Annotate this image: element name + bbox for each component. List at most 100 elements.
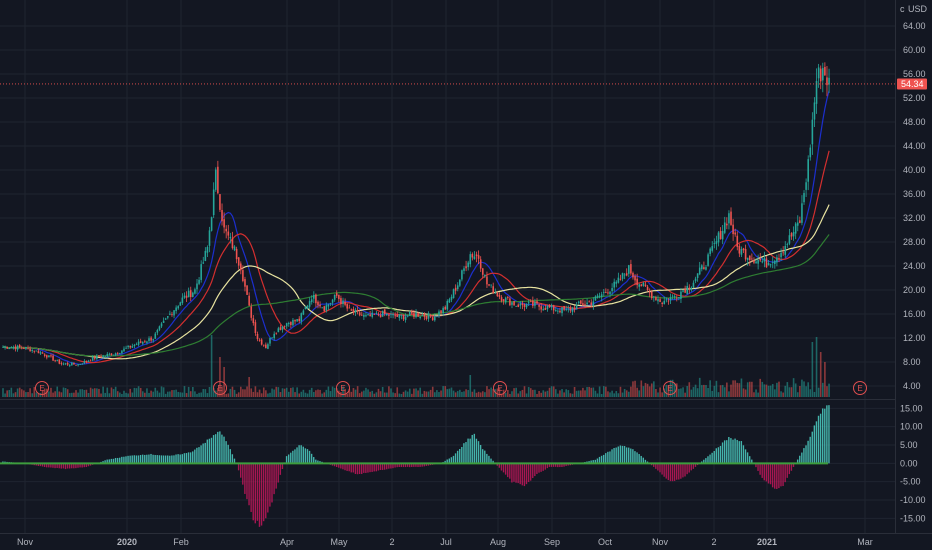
candle: [690, 286, 693, 292]
candle-body: [148, 338, 150, 341]
candle-body: [828, 77, 830, 85]
volume-bar: [600, 393, 603, 397]
osc-bar: [557, 463, 559, 468]
osc-bar: [826, 405, 828, 464]
candle: [127, 345, 129, 350]
osc-bar: [141, 454, 144, 464]
earnings-marker[interactable]: E: [853, 381, 867, 395]
earnings-marker[interactable]: E: [493, 381, 507, 395]
osc-bar: [166, 455, 169, 464]
osc-bar: [552, 463, 555, 467]
candle: [356, 306, 359, 315]
volume-bar: [108, 393, 111, 397]
earnings-marker[interactable]: E: [336, 381, 350, 395]
volume-bar: [185, 393, 188, 397]
osc-bar: [56, 463, 58, 468]
volume-bar: [454, 392, 457, 397]
osc-bar: [738, 441, 740, 464]
volume-bar: [548, 387, 551, 397]
earnings-marker[interactable]: E: [213, 381, 227, 395]
candle-body: [313, 295, 315, 299]
volume-bar: [150, 390, 152, 397]
volume-bar: [166, 391, 169, 397]
volume-bar: [667, 385, 670, 397]
price-candles[interactable]: [2, 62, 830, 368]
osc-bar: [642, 457, 645, 464]
candle: [538, 303, 540, 311]
osc-bar: [423, 463, 425, 467]
volume-bar: [198, 392, 200, 397]
volume-bar: [561, 389, 563, 397]
candle-body: [290, 321, 292, 326]
candle-body: [463, 268, 465, 271]
earnings-marker[interactable]: E: [35, 381, 49, 395]
volume-bar: [415, 388, 417, 397]
osc-bar: [767, 463, 770, 484]
osc-bar: [290, 452, 292, 464]
candle: [14, 344, 17, 352]
osc-bar: [119, 457, 121, 464]
candle-body: [792, 232, 795, 237]
candle-body: [114, 353, 117, 356]
osc-bar: [75, 463, 77, 469]
osc-bar: [492, 460, 494, 464]
candle-body: [8, 348, 11, 350]
candle: [732, 218, 734, 241]
osc-bar: [661, 463, 663, 475]
osc-bar: [484, 450, 486, 464]
candle: [292, 317, 294, 327]
volume-bar: [81, 389, 84, 397]
earnings-marker[interactable]: E: [663, 381, 677, 395]
candle: [87, 359, 90, 363]
volume-bar: [786, 382, 789, 397]
candle: [692, 280, 695, 289]
candle: [711, 241, 714, 253]
candle-body: [623, 274, 626, 276]
volume-bar: [419, 387, 421, 397]
candle: [765, 256, 768, 268]
candle: [778, 253, 780, 263]
volume-bar: [242, 389, 244, 397]
candle-body: [187, 290, 190, 298]
price-axis[interactable]: 4.008.0012.0016.0020.0024.0028.0032.0036…: [903, 21, 926, 391]
osc-bar: [755, 463, 757, 468]
volume-bar: [267, 393, 269, 397]
volume-bar: [632, 381, 634, 397]
candle-body: [588, 301, 590, 303]
osc-bar: [121, 456, 123, 464]
time-axis[interactable]: Nov 2020 Feb Apr May 2 Jul Aug Sep Oct Nov 2 2021 Mar: [17, 537, 873, 547]
candle: [688, 284, 691, 294]
candle-body: [740, 248, 743, 255]
volume-bar: [179, 392, 182, 397]
candle-body: [35, 350, 38, 352]
volume-bar: [467, 390, 469, 397]
osc-bar: [392, 463, 394, 469]
earnings-circle: [336, 381, 350, 395]
candle: [250, 303, 253, 321]
candle-body: [719, 230, 722, 239]
candle: [148, 336, 150, 343]
candle-body: [732, 224, 734, 235]
candle-body: [663, 300, 666, 304]
candle: [160, 322, 163, 328]
osc-bar: [615, 447, 617, 464]
osc-bar: [619, 445, 622, 464]
candle: [821, 62, 824, 93]
osc-bar: [630, 448, 632, 464]
osc-bar: [240, 463, 242, 478]
candle-body: [767, 263, 770, 266]
candle: [557, 308, 559, 314]
volume-bar: [459, 389, 461, 397]
candle-body: [400, 315, 403, 316]
osc-bar: [225, 441, 227, 464]
candle: [788, 228, 791, 246]
osc-bar: [411, 463, 413, 467]
osc-bar: [371, 463, 373, 472]
osc-bar: [419, 463, 421, 467]
candle-body: [37, 350, 40, 354]
osc-bar: [162, 455, 165, 464]
candle-body: [540, 306, 542, 310]
